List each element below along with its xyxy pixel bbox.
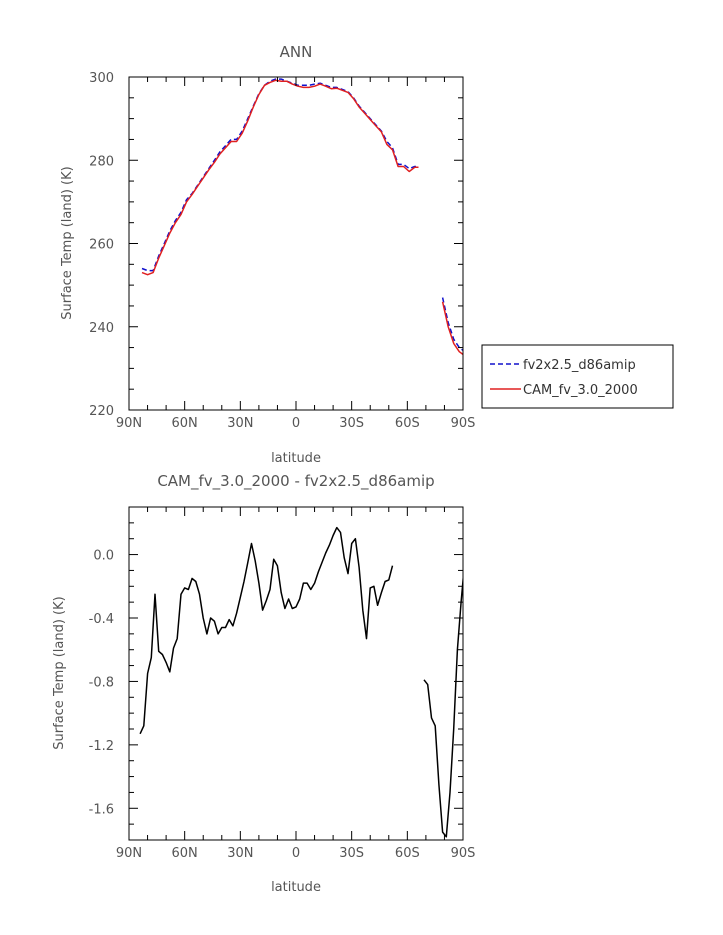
- temperature-panel: ANN 90N 60N 30N 0 30S 60S 90S 220 240 260 280 300 l…: [60, 43, 475, 466]
- top-y-tick-label: 300: [89, 71, 114, 86]
- top-series-fv2x2-5-d86amip-segment-1: [441, 297, 463, 352]
- bottom-x-tick-label: 90N: [116, 846, 142, 861]
- top-series-group: [141, 78, 463, 356]
- bottom-x-tick-label: 90S: [451, 846, 476, 861]
- legend-box: [481, 344, 674, 409]
- top-x-tick-label: 30S: [339, 416, 364, 431]
- bottom-chart-title: CAM_fv_3.0_2000 - fv2x2.5_d86amip: [157, 472, 434, 491]
- top-plot-frame: [128, 76, 464, 411]
- bottom-x-tick-label: 0: [292, 846, 300, 861]
- top-y-tick-label: 280: [89, 154, 114, 169]
- bottom-x-tick-label: 60S: [395, 846, 420, 861]
- top-x-tick-label: 0: [292, 416, 300, 431]
- top-ticks-group: 90N 60N 30N 0 30S 60S 90S 220 240 260 280 300: [89, 71, 475, 431]
- legend-label-fv2x2: fv2x2.5_d86amip: [523, 358, 636, 373]
- top-y-tick-label: 220: [89, 404, 114, 419]
- bottom-y-tick-label: -0.4: [89, 612, 114, 627]
- top-x-tick-label: 90S: [451, 416, 476, 431]
- bottom-ticks-group: 90N 60N 30N 0 30S 60S 90S -1.6 -1.2 -0.8 -0.4 0.0: [89, 506, 476, 861]
- legend-label-cam-fv: CAM_fv_3.0_2000: [523, 383, 638, 398]
- bottom-series-series-0-segment-1: [423, 572, 463, 838]
- difference-panel: CAM_fv_3.0_2000 - fv2x2.5_d86amip 90N 60N…: [52, 472, 475, 895]
- bottom-x-axis-label: latitude: [271, 880, 321, 895]
- top-y-tick-label: 260: [89, 238, 114, 253]
- top-x-axis-label: latitude: [271, 451, 321, 466]
- top-series-fv2x2-5-d86amip-segment-0: [141, 78, 419, 272]
- bottom-y-tick-label: 0.0: [93, 549, 114, 564]
- bottom-x-tick-label: 60N: [172, 846, 198, 861]
- top-x-tick-label: 60S: [395, 416, 420, 431]
- top-x-tick-label: 30N: [227, 416, 253, 431]
- bottom-plot-frame: [128, 506, 464, 841]
- top-chart-title: ANN: [280, 43, 313, 61]
- legend: fv2x2.5_d86amip CAM_fv_3.0_2000: [481, 344, 674, 409]
- bottom-y-tick-label: -1.2: [89, 739, 114, 754]
- bottom-x-tick-label: 30N: [227, 846, 253, 861]
- top-series-cam-fv-3-0-2000-segment-1: [441, 301, 463, 356]
- top-series-cam-fv-3-0-2000-segment-0: [141, 79, 419, 276]
- bottom-series-group: [139, 526, 463, 838]
- top-x-tick-label: 60N: [172, 416, 198, 431]
- bottom-y-tick-label: -0.8: [89, 675, 114, 690]
- bottom-x-tick-label: 30S: [339, 846, 364, 861]
- top-x-tick-label: 90N: [116, 416, 142, 431]
- top-y-axis-label: Surface Temp (land) (K): [60, 166, 75, 319]
- bottom-series-series-0-segment-0: [139, 526, 394, 735]
- top-y-tick-label: 240: [89, 321, 114, 336]
- bottom-y-tick-label: -1.6: [89, 802, 114, 817]
- bottom-y-axis-label: Surface Temp (land) (K): [52, 596, 67, 749]
